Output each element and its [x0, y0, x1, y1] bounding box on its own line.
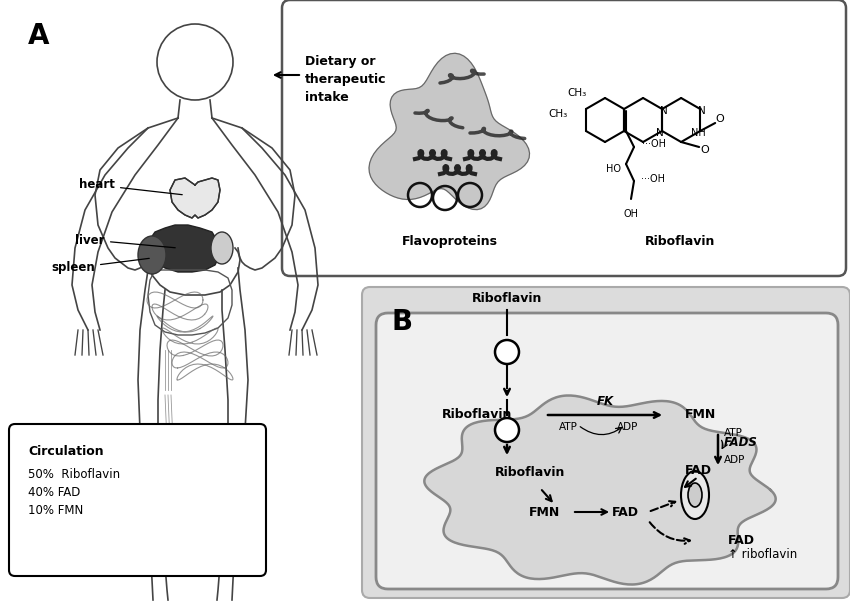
FancyBboxPatch shape: [9, 424, 266, 576]
Text: OH: OH: [624, 209, 638, 219]
Polygon shape: [424, 396, 776, 585]
Text: liver: liver: [76, 234, 175, 248]
Text: ATP: ATP: [724, 428, 743, 438]
Text: FADS: FADS: [724, 435, 758, 448]
Text: B: B: [392, 308, 413, 336]
Text: FAD: FAD: [611, 506, 638, 518]
Text: N: N: [656, 128, 664, 138]
Text: 10% FMN: 10% FMN: [28, 504, 83, 517]
Ellipse shape: [688, 483, 702, 507]
Text: Circulation: Circulation: [28, 445, 104, 458]
Text: CH₃: CH₃: [568, 88, 587, 98]
Text: Riboflavin: Riboflavin: [495, 465, 565, 479]
Ellipse shape: [138, 236, 166, 274]
Polygon shape: [369, 53, 530, 209]
Text: 50%  Riboflavin: 50% Riboflavin: [28, 468, 120, 481]
Polygon shape: [170, 178, 220, 218]
Text: O: O: [700, 145, 710, 155]
Text: Riboflavin: Riboflavin: [472, 292, 542, 305]
Text: Riboflavin: Riboflavin: [442, 408, 513, 421]
Text: FK: FK: [597, 395, 614, 408]
FancyBboxPatch shape: [282, 0, 846, 276]
Text: A: A: [28, 22, 49, 50]
Text: N: N: [660, 106, 668, 116]
Text: FAD: FAD: [685, 464, 712, 477]
Text: Riboflavin: Riboflavin: [645, 235, 715, 248]
Text: NH: NH: [691, 128, 706, 138]
Text: spleen: spleen: [51, 258, 150, 275]
Text: Flavoproteins: Flavoproteins: [402, 235, 498, 248]
Text: ADP: ADP: [724, 455, 745, 465]
Circle shape: [495, 340, 519, 364]
Text: 40% FAD: 40% FAD: [28, 486, 81, 499]
Text: FMN: FMN: [685, 408, 717, 421]
Text: ADP: ADP: [617, 422, 638, 432]
Text: O: O: [716, 114, 724, 124]
FancyBboxPatch shape: [362, 287, 850, 598]
Text: ···OH: ···OH: [642, 139, 666, 149]
Ellipse shape: [211, 232, 233, 264]
Text: ATP: ATP: [558, 422, 577, 432]
Text: CH₃: CH₃: [549, 109, 568, 119]
Ellipse shape: [681, 471, 709, 519]
Text: heart: heart: [79, 179, 182, 194]
FancyBboxPatch shape: [376, 313, 838, 589]
Text: HO: HO: [606, 164, 621, 174]
Polygon shape: [148, 225, 220, 272]
Text: ···OH: ···OH: [641, 174, 665, 184]
Text: ↑ riboflavin: ↑ riboflavin: [728, 548, 797, 562]
Text: Dietary or
therapeutic
intake: Dietary or therapeutic intake: [305, 55, 387, 104]
Text: FAD: FAD: [728, 533, 755, 547]
Circle shape: [495, 418, 519, 442]
Text: FMN: FMN: [530, 506, 561, 518]
Text: N: N: [699, 106, 706, 116]
